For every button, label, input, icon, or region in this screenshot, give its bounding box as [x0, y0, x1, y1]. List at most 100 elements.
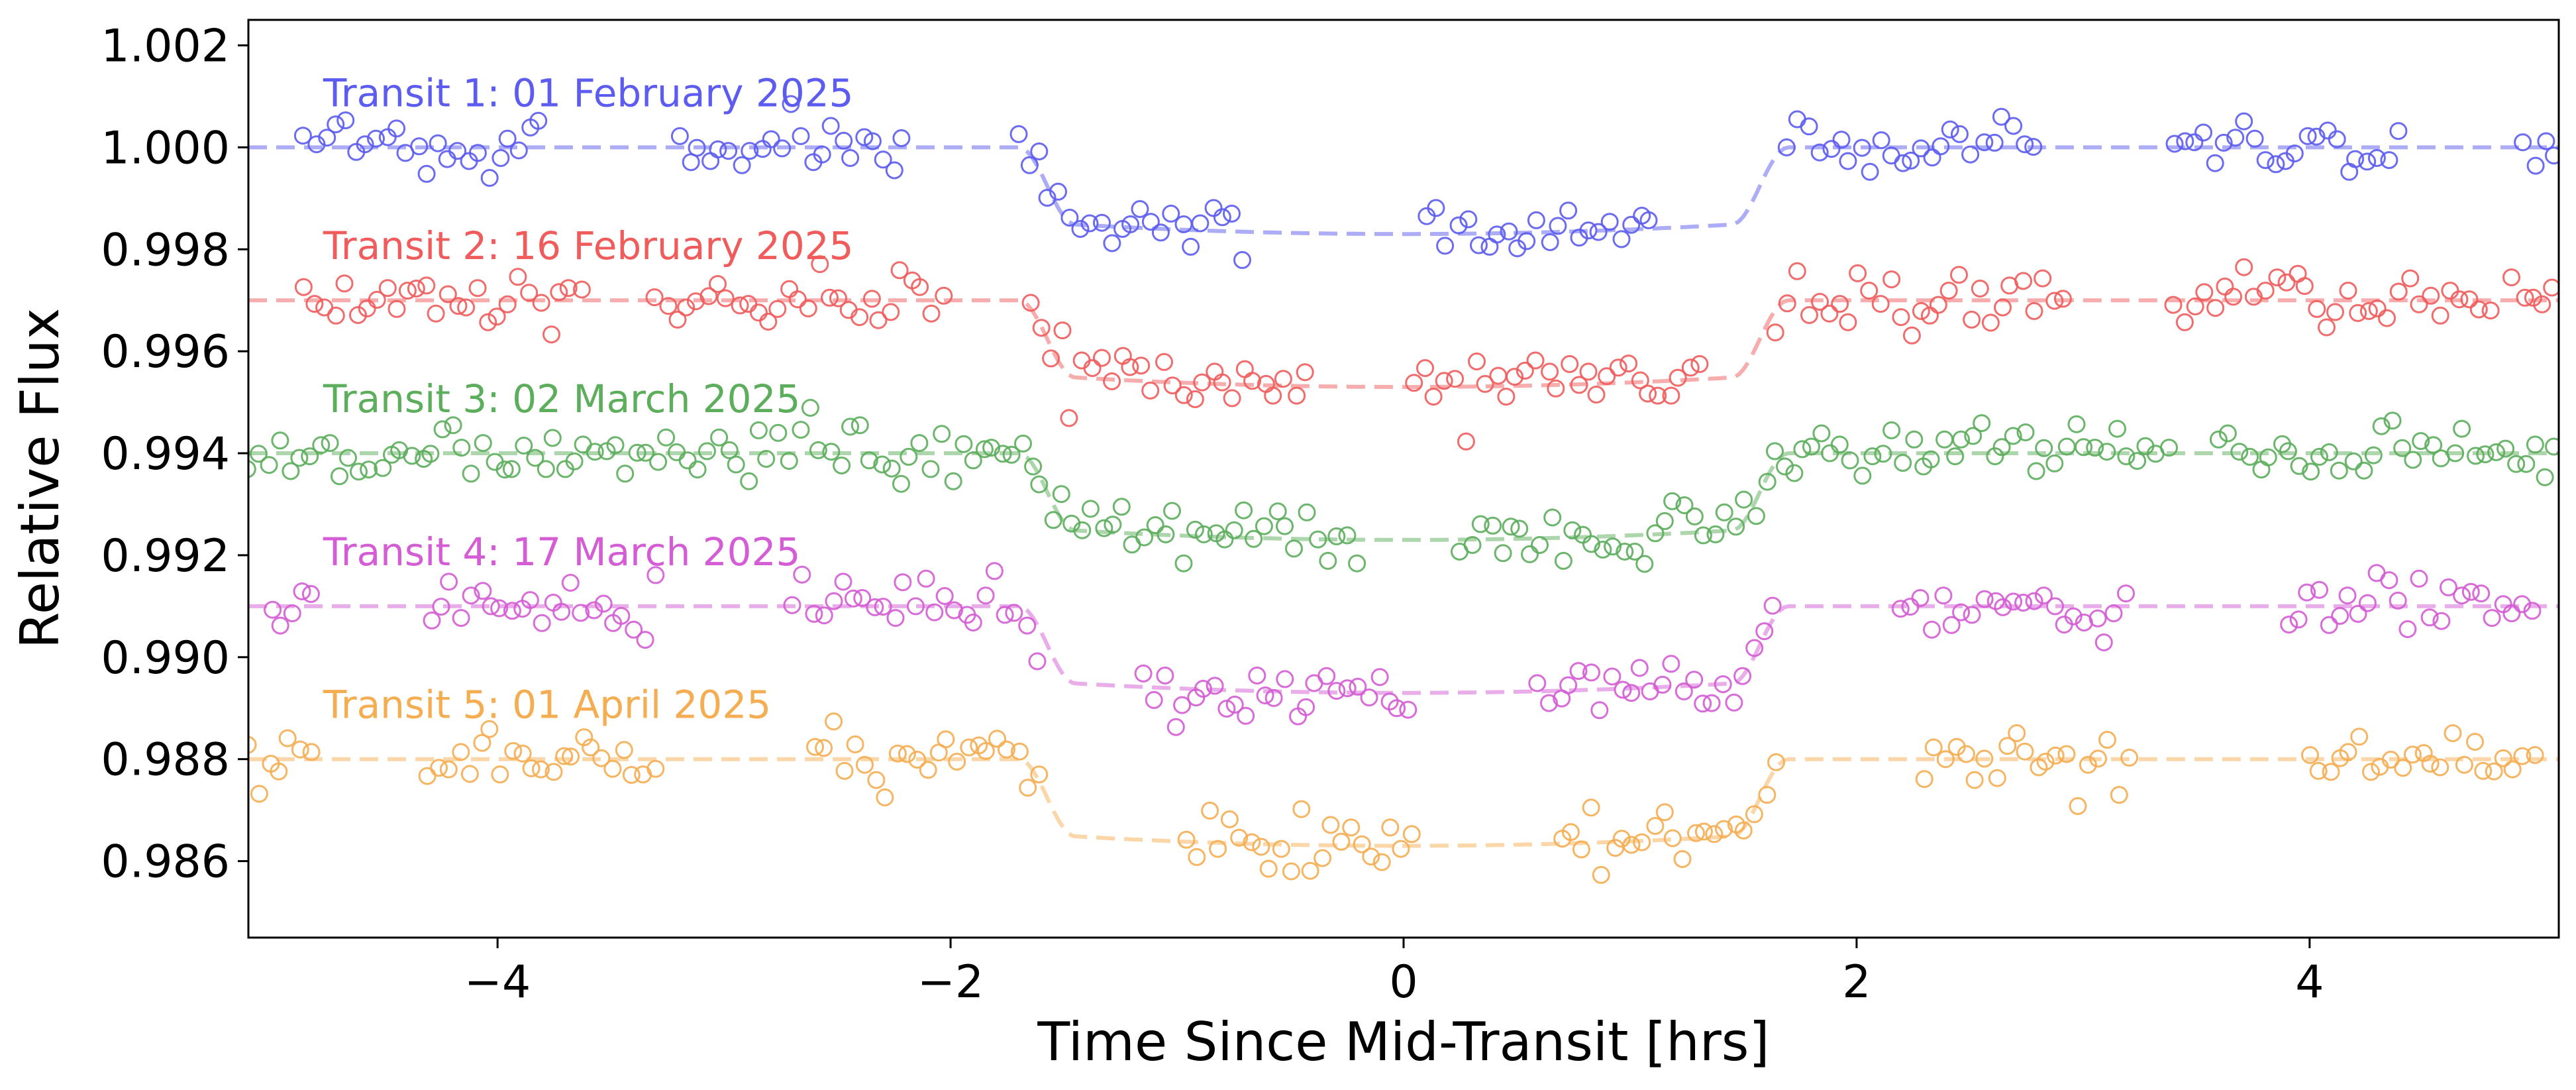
data-point	[1497, 388, 1516, 406]
data-point	[427, 304, 445, 323]
data-point	[2069, 797, 2087, 815]
data-point	[1620, 354, 1638, 373]
data-point	[1206, 677, 1224, 695]
data-point	[2014, 272, 2033, 290]
data-point	[1463, 536, 1482, 554]
data-point	[1788, 262, 1806, 280]
data-point	[948, 753, 966, 771]
data-point	[356, 135, 374, 154]
data-point	[582, 738, 600, 757]
data-point	[248, 460, 256, 478]
data-point	[473, 734, 491, 752]
data-point	[575, 728, 593, 747]
data-point	[2355, 461, 2373, 480]
data-point	[2004, 117, 2023, 135]
data-point	[1342, 818, 1361, 837]
data-point	[2440, 578, 2457, 596]
data-point	[757, 450, 776, 468]
data-point	[1812, 424, 1831, 443]
data-point	[1592, 865, 1610, 884]
data-point	[1891, 600, 1910, 618]
data-point	[996, 606, 1014, 624]
data-point	[2467, 447, 2485, 465]
data-point	[336, 111, 355, 130]
data-point	[1767, 753, 1785, 771]
data-point	[2230, 443, 2249, 461]
data-point	[2517, 455, 2536, 473]
data-point	[960, 738, 978, 757]
data-point	[1049, 182, 1067, 201]
data-point	[368, 290, 386, 309]
data-point	[2497, 439, 2515, 458]
data-point	[302, 743, 321, 761]
series-1-label: Transit 1: 01 February 2025	[323, 70, 854, 115]
data-point	[2364, 446, 2383, 464]
data-point	[439, 760, 458, 779]
data-point	[1259, 859, 1278, 878]
data-point	[2460, 290, 2479, 309]
data-point	[1863, 447, 1882, 466]
data-point	[430, 759, 448, 777]
data-point	[1526, 351, 1545, 370]
data-point	[2206, 299, 2225, 317]
data-point	[2513, 747, 2532, 765]
data-point	[1675, 496, 1694, 514]
data-point	[513, 744, 532, 763]
data-point	[1502, 518, 1520, 536]
data-point	[1121, 358, 1139, 376]
data-point	[1841, 451, 1859, 470]
data-point	[1457, 432, 1475, 451]
data-point	[806, 737, 825, 756]
data-point	[1019, 779, 1037, 797]
data-point	[1298, 503, 1316, 521]
data-point	[1217, 700, 1236, 718]
data-point	[1314, 849, 1332, 867]
data-point	[835, 761, 854, 780]
data-point	[1690, 354, 1709, 373]
data-point	[1755, 622, 1774, 641]
data-point	[2394, 759, 2412, 777]
data-point	[1894, 454, 1912, 472]
data-point	[2004, 427, 2022, 445]
data-point	[616, 464, 635, 483]
data-point	[1233, 250, 1251, 269]
data-point	[2117, 447, 2136, 466]
data-point	[1353, 835, 1371, 853]
data-point	[2398, 620, 2417, 638]
data-point	[759, 313, 778, 331]
data-point	[2331, 607, 2349, 625]
data-point	[688, 461, 707, 479]
data-point	[2075, 438, 2093, 457]
data-point	[1177, 830, 1196, 849]
data-point	[888, 744, 907, 763]
data-point	[1800, 117, 1818, 136]
data-point	[1853, 138, 1871, 157]
data-point	[2117, 584, 2135, 603]
data-point	[615, 741, 633, 759]
data-point	[2328, 130, 2346, 148]
series-4	[248, 562, 2559, 736]
data-point	[945, 601, 963, 620]
data-point	[2245, 129, 2264, 148]
data-point	[1252, 838, 1270, 856]
data-point	[1649, 386, 1667, 405]
data-point	[2372, 417, 2391, 435]
data-point	[1194, 525, 1213, 543]
data-point	[1182, 237, 1200, 256]
data-point	[1215, 530, 1234, 549]
data-point	[503, 602, 521, 620]
data-point	[1998, 737, 2017, 755]
data-point	[1071, 220, 1090, 238]
data-point	[885, 161, 903, 180]
data-point	[294, 278, 313, 296]
data-point	[1882, 270, 1901, 289]
data-point	[2359, 301, 2378, 320]
data-point	[1810, 143, 1829, 162]
data-point	[769, 423, 788, 442]
data-point	[1776, 457, 1794, 476]
data-point	[2487, 443, 2506, 461]
data-point	[2235, 258, 2253, 276]
data-point	[2008, 724, 2026, 742]
data-point	[432, 598, 450, 616]
data-point	[1802, 437, 1820, 456]
